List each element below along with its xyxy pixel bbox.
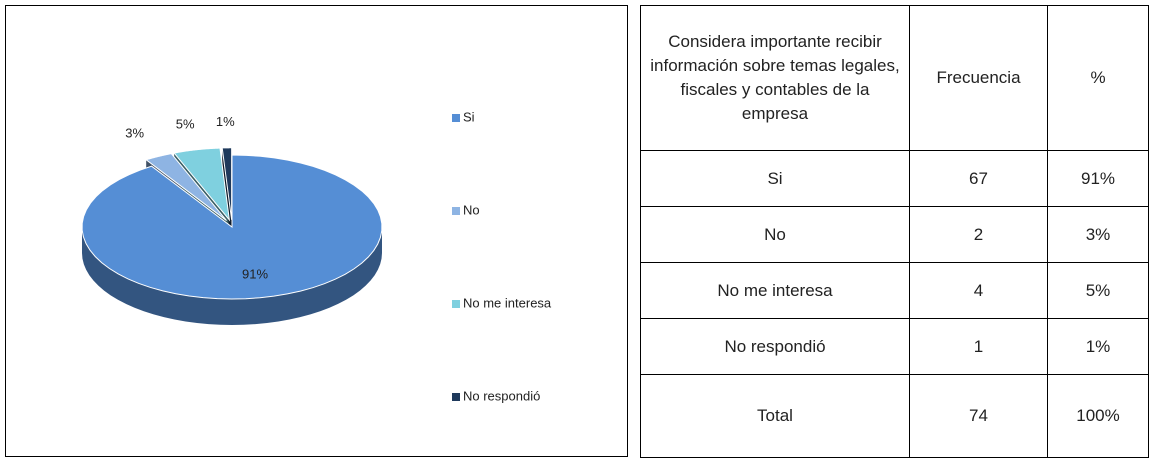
table-cell: No xyxy=(640,206,910,263)
table-cell: % xyxy=(1047,5,1149,151)
legend-label: No xyxy=(463,202,480,217)
pie-slice xyxy=(145,153,227,221)
table-cell: Total xyxy=(640,374,910,458)
table-cell: No respondió xyxy=(640,318,910,375)
table-cell: 5% xyxy=(1047,262,1149,319)
pie-slice xyxy=(173,147,231,222)
data-label: 91% xyxy=(242,266,268,281)
table-cell: 1 xyxy=(909,318,1048,375)
data-label: 3% xyxy=(125,125,144,140)
legend-swatch xyxy=(452,300,460,308)
table-cell: 1% xyxy=(1047,318,1149,375)
table: Considera importante recibir información… xyxy=(640,5,1149,458)
table-cell: 100% xyxy=(1047,374,1149,458)
legend-swatch xyxy=(452,207,460,215)
data-label: 5% xyxy=(176,117,195,132)
table-row: No 2 3% xyxy=(640,206,1149,263)
table-cell: 67 xyxy=(909,150,1048,207)
table-cell: 3% xyxy=(1047,206,1149,263)
pie-wall xyxy=(222,147,232,246)
table-row: No me interesa 4 5% xyxy=(640,262,1149,319)
pie-side xyxy=(82,227,382,325)
legend-label: Si xyxy=(463,109,475,124)
table-row: No respondió 1 1% xyxy=(640,318,1149,375)
table-row: Si 67 91% xyxy=(640,150,1149,207)
table-cell: 91% xyxy=(1047,150,1149,207)
table-cell: Frecuencia xyxy=(909,5,1048,151)
table-row: Considera importante recibir información… xyxy=(640,5,1149,151)
table-row: Total 74 100% xyxy=(640,374,1149,458)
data-label: 1% xyxy=(216,114,235,129)
table-cell: 2 xyxy=(909,206,1048,263)
table-cell: Considera importante recibir información… xyxy=(640,5,910,151)
table-cell: No me interesa xyxy=(640,262,910,319)
legend-label: No me interesa xyxy=(463,295,552,310)
table-cell: 4 xyxy=(909,262,1048,319)
table-cell: 74 xyxy=(909,374,1048,458)
legend-label: No respondió xyxy=(463,388,540,403)
legend-swatch xyxy=(452,114,460,122)
legend-swatch xyxy=(452,393,460,401)
chart: 91% 3% 5% 1% Si No No me interesa No respondió xyxy=(5,5,628,457)
table-cell: Si xyxy=(640,150,910,207)
pie-slice xyxy=(81,154,383,300)
pie-slice xyxy=(221,147,233,220)
